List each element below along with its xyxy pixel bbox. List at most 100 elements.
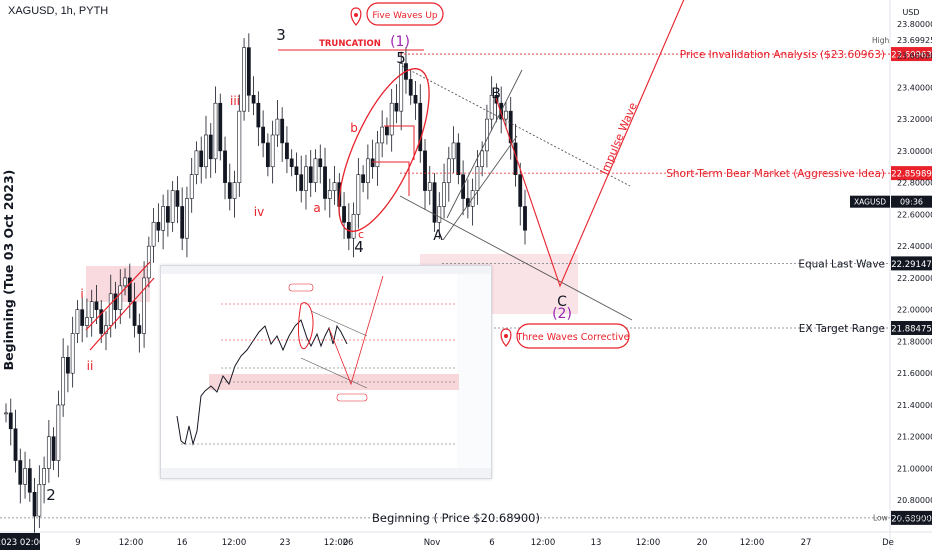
candle-body	[18, 460, 23, 485]
level-price-tag	[891, 47, 932, 62]
truncation-label: TRUNCATION	[319, 39, 381, 49]
price-tick-label: 21.80000	[897, 337, 932, 346]
candle-body	[437, 206, 442, 223]
candle-body	[127, 277, 132, 303]
candle-body	[132, 301, 137, 326]
candle-body	[442, 182, 446, 207]
current-time: 09:36	[900, 198, 923, 207]
candle-body	[489, 94, 494, 120]
candle-body	[23, 468, 27, 485]
time-tick-label: 12:00	[636, 538, 661, 548]
candle-body	[137, 325, 142, 334]
three-waves-pin-icon	[500, 328, 512, 347]
candle-body	[170, 190, 175, 223]
wave-label-ii: ii	[87, 359, 94, 373]
candle-body	[208, 134, 213, 160]
channel-upper-line	[401, 65, 631, 187]
inset-screenshot	[160, 265, 492, 479]
wave-label-w1_paren: (1)	[390, 34, 410, 50]
wave-label-a: a	[313, 201, 320, 215]
wave-label-i: i	[80, 287, 83, 301]
time-tick-label: 9	[75, 538, 80, 548]
high-value: 23.69925	[897, 36, 932, 45]
candle-body	[423, 150, 427, 191]
wave-box-a	[372, 161, 410, 196]
low-label: Low	[873, 513, 888, 522]
candle-body	[199, 150, 204, 168]
candle-body	[518, 174, 523, 207]
current-symbol-tag	[850, 195, 890, 208]
candle-body	[85, 317, 89, 326]
time-start-tag	[0, 533, 40, 550]
wave-label-w5: 5	[396, 49, 406, 67]
candle-body	[180, 206, 185, 239]
candle-body	[485, 118, 489, 152]
candle-body	[108, 293, 113, 326]
level-price-value: 22.85989	[891, 170, 932, 180]
five-waves-pin-icon-dot	[354, 13, 358, 17]
price-tick-label: 23.40000	[897, 83, 932, 92]
price-tick-label: 22.40000	[897, 242, 932, 251]
price-tick-label: 21.40000	[897, 401, 932, 410]
time-tick-label: 12:00	[324, 538, 349, 548]
time-tick-label: 13	[591, 538, 602, 548]
candle-body	[480, 150, 485, 168]
candle-body	[418, 102, 423, 152]
current-symbol: XAGUSD	[854, 198, 886, 207]
candle-body	[446, 158, 451, 183]
candle-body	[451, 142, 456, 160]
candle-body	[118, 285, 123, 310]
candle-body	[151, 222, 156, 247]
price-tick-label: 23.20000	[897, 115, 932, 124]
candle-body	[365, 158, 370, 183]
candle-body	[332, 182, 337, 191]
candle-body	[246, 47, 251, 96]
level-price-value: 23.60963	[891, 51, 932, 61]
candle-body	[375, 142, 380, 168]
candle-body	[389, 102, 394, 136]
candle-body	[427, 182, 432, 191]
price-tick-label: 22.20000	[897, 274, 932, 283]
candle-body	[327, 190, 332, 199]
candle-body	[299, 174, 304, 191]
projection-path	[495, 0, 685, 288]
time-tick-label: 12:00	[531, 538, 556, 548]
candle-body	[4, 412, 8, 415]
candle-body	[32, 491, 37, 517]
candle-body	[123, 277, 127, 287]
candle-body	[46, 436, 51, 469]
wave-label-w4: 4	[354, 238, 364, 256]
time-tick-label: 16	[177, 538, 188, 548]
candle-body	[61, 357, 66, 406]
candle-body	[394, 102, 399, 112]
candle-body	[27, 468, 32, 493]
level-label: Short-Term Bear Market (Aggressive Idea)	[666, 168, 885, 180]
side-label: Beginning (Tue 03 Oct 2023)	[1, 170, 16, 371]
beginning-price-tag	[891, 510, 932, 525]
wave-label-c: c	[358, 228, 364, 241]
price-tick-label: 22.60000	[897, 210, 932, 219]
price-tick-label: 21.60000	[897, 369, 932, 378]
candle-body	[475, 166, 480, 191]
wave-label-iv: iv	[254, 205, 264, 219]
channel-lower-line	[399, 195, 633, 321]
candle-body	[175, 190, 180, 207]
time-tick-label: 27	[801, 538, 812, 548]
abc-lower-line	[442, 135, 518, 241]
candle-body	[456, 142, 461, 175]
candle-body	[80, 309, 85, 326]
candle-body	[342, 206, 346, 223]
wave-label-w2_paren: (2)	[552, 306, 572, 322]
candle-body	[99, 309, 104, 334]
wave-label-B: B	[491, 86, 501, 102]
five-waves-text: Five Waves Up	[372, 11, 438, 21]
candle-body	[13, 428, 18, 461]
candle-body	[142, 277, 146, 334]
candle-body	[270, 134, 275, 168]
candle-body	[380, 126, 385, 144]
level-label: Equal Last Wave	[798, 258, 885, 270]
time-tick-label: 26	[343, 538, 354, 548]
beginning-price-value: 20.68900	[891, 514, 932, 524]
